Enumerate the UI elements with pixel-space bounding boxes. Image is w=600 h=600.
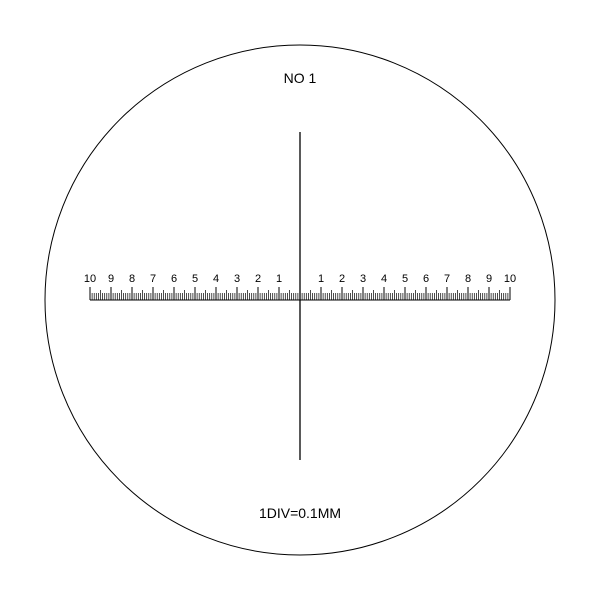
reticle-title: NO 1 [284,70,317,86]
ruler-number-left: 4 [213,273,219,285]
ruler-number-right: 2 [339,273,345,285]
ruler-number-right: 10 [504,273,516,285]
reticle-figure: NO 1 1DIV=0.1MM 1 1 2 2 3 3 4 4 5 5 6 6 7 7 8 8 9 9 10 10 [0,0,600,600]
ruler-ticks [90,287,510,300]
ruler-number-left: 9 [108,273,114,285]
ruler-number-left: 8 [129,273,135,285]
ruler-number-right: 7 [444,273,450,285]
ruler-number-right: 8 [465,273,471,285]
ruler-number-left: 5 [192,273,198,285]
ruler-number-right: 4 [381,273,387,285]
ruler-number-left: 1 [276,273,282,285]
ruler-number-right: 6 [423,273,429,285]
ruler-number-left: 6 [171,273,177,285]
ruler-number-left: 7 [150,273,156,285]
ruler-number-right: 3 [360,273,366,285]
ruler-number-right: 5 [402,273,408,285]
ruler-number-left: 10 [84,273,96,285]
ruler-number-right: 9 [486,273,492,285]
reticle-caption: 1DIV=0.1MM [259,505,341,521]
ruler-number-left: 2 [255,273,261,285]
ruler-number-right: 1 [318,273,324,285]
ruler-number-left: 3 [234,273,240,285]
